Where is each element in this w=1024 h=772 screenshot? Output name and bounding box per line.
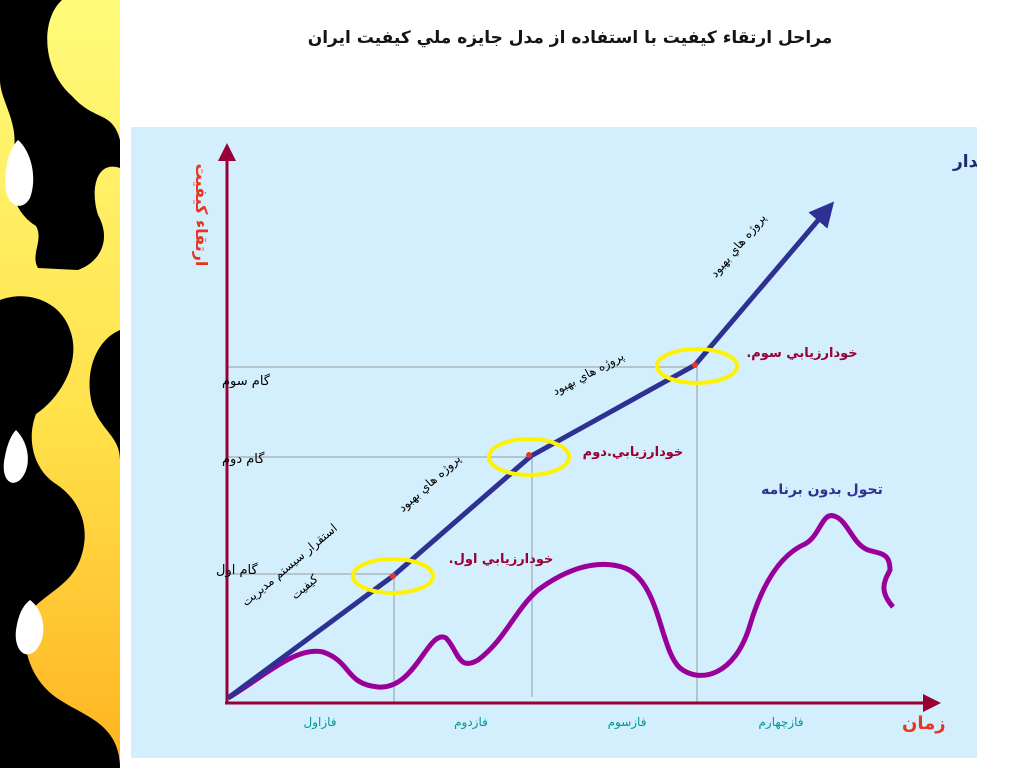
decorative-side-band xyxy=(0,0,120,768)
phase-label-4: فازچهارم xyxy=(758,715,803,730)
milestone-dot-3 xyxy=(692,362,698,368)
improvement-projects-label-3: پروژه هاي بهبود xyxy=(707,211,769,281)
milestone-ring-1 xyxy=(351,557,435,595)
phase-label-1: فازاول xyxy=(303,715,336,730)
milestone-ring-2 xyxy=(487,437,571,477)
x-axis-label: زمان xyxy=(902,713,946,734)
quality-improvement-diagram: به‌سوي موفقيت پايدار ارتقاء كيفيت زمان گ… xyxy=(192,143,977,734)
unplanned-change-label: تحول بدون برنامه xyxy=(761,482,883,498)
goal-label: به‌سوي موفقيت پايدار xyxy=(952,152,977,172)
diagram-panel: به‌سوي موفقيت پايدار ارتقاء كيفيت زمان گ… xyxy=(131,127,977,758)
slide-title: مراحل ارتقاء كيفيت با استفاده از مدل جاي… xyxy=(307,28,833,48)
y-axis-label: ارتقاء كيفيت xyxy=(192,164,211,267)
black-white-silhouette-decoration xyxy=(0,0,120,768)
improvement-projects-label-1: پروژه هاي بهبود xyxy=(395,451,464,515)
unplanned-change-curve xyxy=(226,513,895,701)
qms-label-line2: كيفيت xyxy=(288,571,321,602)
milestone-ring-3 xyxy=(655,347,739,385)
self-assessment-label-3: خودارزيابي سوم. xyxy=(746,346,857,361)
step-label-2: گام دوم xyxy=(222,451,265,467)
improvement-projects-label-2: پروژه هاي بهبود xyxy=(550,349,627,399)
milestone-dot-2 xyxy=(526,452,532,458)
step-label-3: گام سوم xyxy=(222,373,271,389)
step-label-1: گام اول xyxy=(216,562,258,578)
self-assessment-label-2: خودارزيابي.دوم xyxy=(583,445,684,460)
self-assessment-label-1: خودارزيابي اول. xyxy=(449,552,554,567)
phase-label-3: فازسوم xyxy=(608,715,647,730)
milestone-dot-1 xyxy=(390,573,396,579)
phase-label-2: فازدوم xyxy=(454,715,488,730)
